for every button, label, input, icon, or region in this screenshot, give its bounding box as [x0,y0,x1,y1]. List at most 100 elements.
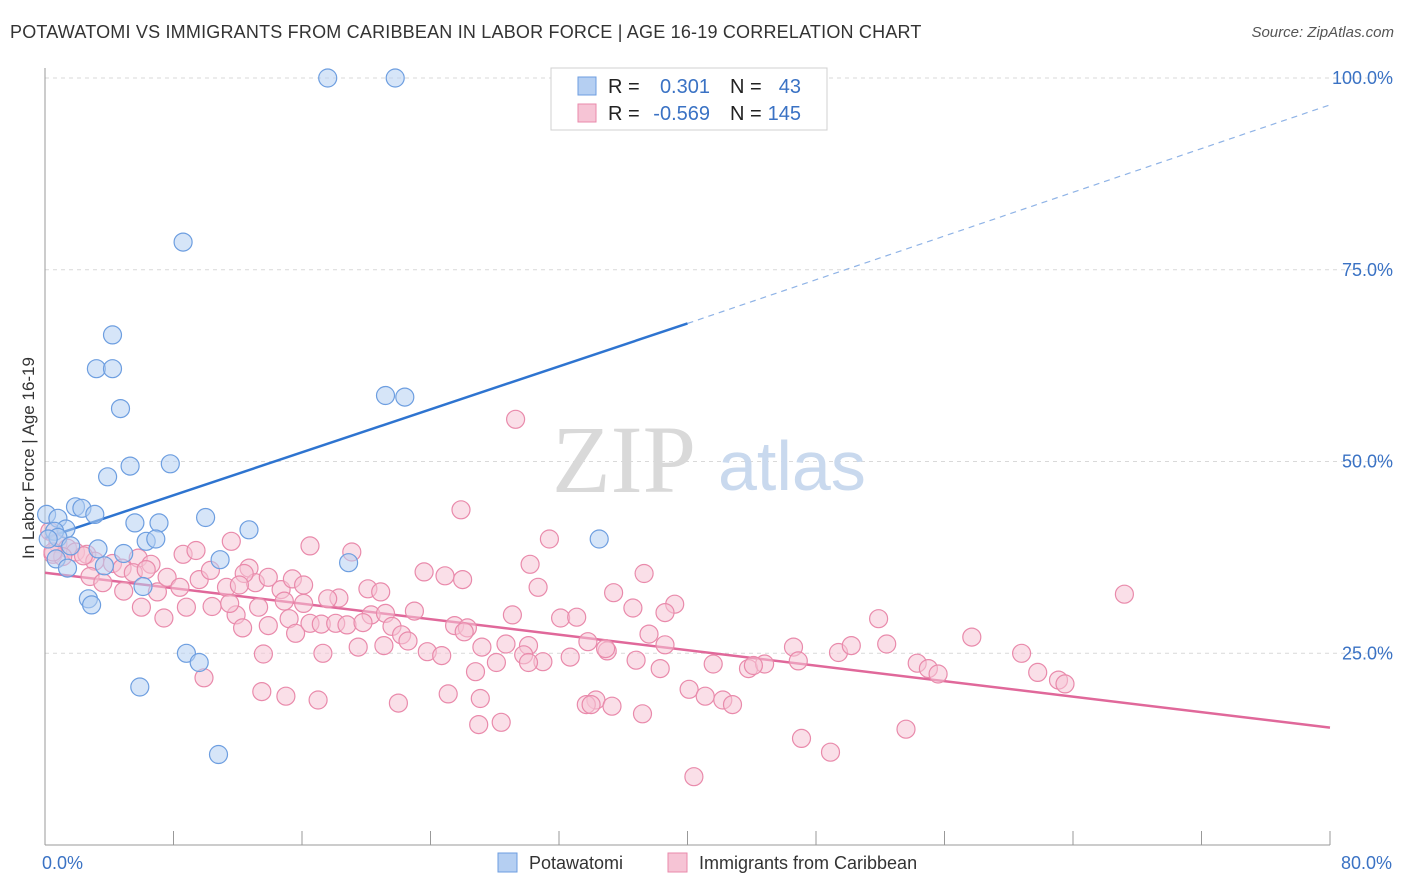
caribbean-point-74 [472,637,492,657]
caribbean-point-137 [374,635,394,656]
caribbean-point-37 [294,575,314,595]
caribbean-point-135 [454,622,474,642]
caribbean-point-54 [249,597,269,617]
caribbean-point-83 [639,624,659,644]
caribbean-point-2 [539,529,560,549]
potawatomi-point-29 [146,529,166,549]
caribbean-point-96 [1011,643,1032,663]
caribbean-point-118 [470,688,490,709]
y-tick-label-50: 50.0% [1342,452,1393,472]
legend-label-caribbean: Immigrants from Caribbean [699,853,917,873]
caribbean-point-136 [743,655,764,676]
potawatomi-point-40 [189,652,209,673]
caribbean-point-116 [388,693,408,713]
caribbean-point-43 [453,569,473,590]
chart-title: POTAWATOMI VS IMMIGRANTS FROM CARIBBEAN … [10,22,922,42]
caribbean-point-17 [221,531,241,551]
potawatomi-point-41 [130,677,150,697]
caribbean-point-60 [313,643,333,663]
caribbean-point-134 [294,593,314,614]
caribbean-point-57 [286,623,306,643]
caribbean-point-140 [274,591,294,611]
stats-swatch-blue [577,76,597,96]
potawatomi-point-33 [94,556,115,576]
caribbean-point-95 [962,627,982,647]
potawatomi-point-38 [81,595,102,615]
caribbean-point-40 [371,582,391,602]
watermark-atlas: atlas [718,427,866,505]
caribbean-point-117 [438,684,458,704]
caribbean-point-105 [595,638,616,659]
trend-line-caribbean [44,571,1331,729]
caribbean-point-16 [186,540,206,561]
caribbean-point-82 [623,598,643,618]
caribbean-point-97 [1028,662,1048,683]
caribbean-point-63 [337,615,357,635]
stats-swatch-pink [577,103,597,123]
caribbean-point-76 [502,605,523,625]
series-potawatomi [36,68,609,765]
caribbean-point-141 [229,575,249,595]
legend: Potawatomi Immigrants from Caribbean [497,852,917,873]
series-immigrants-from-caribbean [40,409,1135,787]
caribbean-point-106 [626,650,646,670]
potawatomi-point-18 [125,513,145,533]
potawatomi-point-6 [110,399,131,419]
caribbean-point-126 [791,728,812,749]
stats-n-value-blue: 43 [779,76,801,98]
caribbean-point-127 [820,742,841,762]
potawatomi-point-10 [120,456,140,476]
caribbean-point-145 [1055,674,1075,694]
caribbean-point-79 [567,607,587,627]
caribbean-point-85 [655,635,675,655]
caribbean-point-122 [469,714,489,735]
caribbean-point-129 [684,767,704,787]
caribbean-point-46 [603,583,624,603]
potawatomi-point-36 [133,576,153,597]
caribbean-point-139 [655,602,675,623]
caribbean-point-128 [896,719,916,739]
caribbean-point-91 [868,609,889,629]
caribbean-point-132 [432,645,452,666]
caribbean-point-42 [435,566,455,586]
trend-line-potawatomi-extension [687,104,1331,325]
y-tick-label-25: 25.0% [1342,643,1393,663]
potawatomi-point-24 [38,529,58,549]
caribbean-point-55 [258,615,278,636]
caribbean-point-107 [650,658,670,679]
caribbean-point-51 [202,596,222,617]
potawatomi-point-2 [173,232,193,252]
source-credit: Source: ZipAtlas.com [1251,24,1394,41]
caribbean-point-20 [300,536,320,556]
stats-r-label-blue: R = [608,76,640,98]
caribbean-point-50 [176,597,196,617]
caribbean-point-70 [404,601,424,621]
potawatomi-point-17 [196,507,216,528]
caribbean-point-101 [486,652,506,673]
caribbean-point-109 [695,686,715,706]
caribbean-point-99 [1114,584,1135,604]
caribbean-point-23 [93,573,113,593]
caribbean-point-123 [491,712,511,732]
caribbean-point-75 [496,634,516,654]
axes [44,68,1331,846]
potawatomi-point-7 [375,385,396,406]
caribbean-point-121 [632,704,653,724]
stats-n-label-pink: N = [730,103,762,125]
caribbean-point-115 [308,690,328,710]
caribbean-point-61 [318,589,338,609]
caribbean-point-142 [220,593,240,614]
stats-r-label-pink: R = [608,103,640,125]
caribbean-point-80 [578,632,598,652]
watermark-zip: ZIP [552,406,696,513]
watermark: ZIP atlas [552,406,866,513]
caribbean-point-144 [928,664,948,684]
caribbean-point-138 [353,612,373,633]
caribbean-point-49 [154,608,174,628]
potawatomi-point-27 [114,543,134,564]
potawatomi-point-34 [339,553,359,573]
potawatomi-point-11 [97,467,118,487]
caribbean-point-125 [581,694,601,715]
caribbean-point-44 [520,554,540,574]
caribbean-point-86 [703,654,723,674]
